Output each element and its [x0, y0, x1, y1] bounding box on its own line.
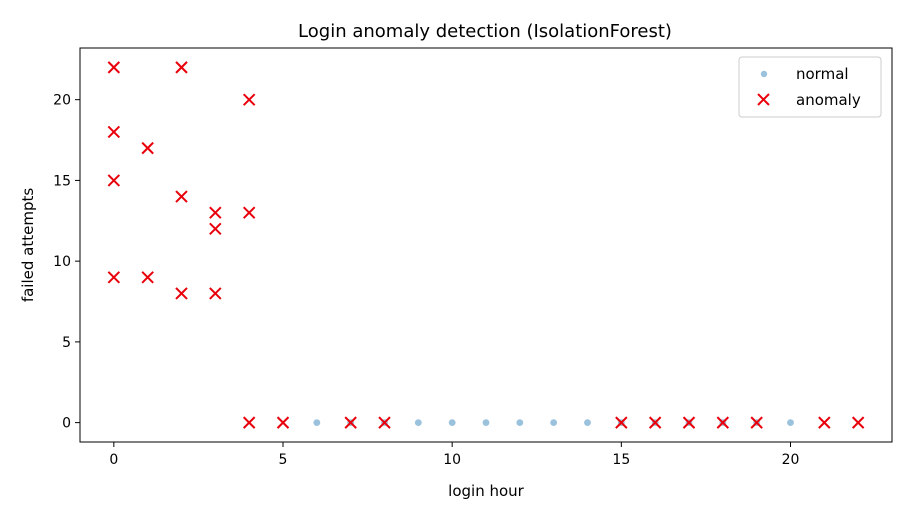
normal-point [313, 419, 321, 427]
legend-anomaly-label: anomaly [796, 91, 861, 109]
y-axis-label: failed attempts [19, 188, 37, 303]
anomaly-point [344, 416, 357, 429]
anomaly-point [276, 416, 290, 429]
x-tick-label: 10 [443, 452, 461, 468]
plot-area [107, 61, 865, 429]
anomaly-point [818, 416, 831, 429]
y-tick-label: 5 [62, 335, 71, 351]
anomaly-point [141, 141, 154, 155]
y-axis-ticks: 0 5 10 15 20 [53, 93, 80, 432]
x-tick-label: 15 [612, 452, 630, 468]
anomaly-point [107, 174, 121, 187]
y-tick-label: 15 [53, 173, 71, 189]
anomaly-point [851, 416, 865, 429]
anomaly-point [615, 416, 628, 429]
anomaly-point [242, 206, 256, 219]
anomaly-point [209, 222, 222, 236]
legend-anomaly-marker [757, 93, 770, 106]
x-tick-label: 5 [279, 452, 288, 468]
normal-point [448, 419, 456, 427]
normal-point [787, 419, 794, 427]
x-axis-label: login hour [448, 482, 524, 500]
anomaly-point [175, 190, 188, 203]
anomaly-point [107, 271, 121, 284]
y-tick-label: 10 [53, 254, 71, 270]
anomaly-point [209, 206, 222, 219]
x-tick-label: 0 [109, 452, 118, 468]
legend-normal-label: normal [796, 65, 849, 83]
chart-title: Login anomaly detection (IsolationForest… [298, 21, 672, 42]
legend-normal-marker [760, 70, 768, 78]
y-tick-label: 20 [53, 93, 71, 109]
anomaly-point [378, 416, 391, 429]
anomaly-point [107, 125, 121, 139]
anomaly-point [209, 287, 222, 300]
anomaly-point [242, 93, 256, 106]
normal-point [414, 419, 422, 427]
legend-box [738, 56, 882, 118]
plot-frame [79, 47, 893, 443]
anomaly-series [107, 61, 865, 429]
anomaly-point [750, 416, 763, 429]
anomaly-point [107, 61, 121, 74]
x-axis-ticks: 0 5 10 15 20 [109, 442, 799, 468]
anomaly-point [175, 61, 188, 74]
anomaly-point [242, 416, 256, 429]
anomaly-point [682, 416, 696, 429]
x-tick-label: 20 [782, 452, 800, 468]
normal-point [482, 419, 490, 427]
legend: normal anomaly [738, 56, 882, 118]
normal-point [550, 419, 558, 427]
normal-point [516, 419, 524, 427]
anomaly-point [716, 416, 730, 429]
y-tick-label: 0 [62, 416, 71, 432]
normal-point [584, 419, 591, 427]
anomaly-point [648, 416, 662, 429]
anomaly-point [141, 271, 154, 284]
anomaly-point [175, 287, 188, 300]
